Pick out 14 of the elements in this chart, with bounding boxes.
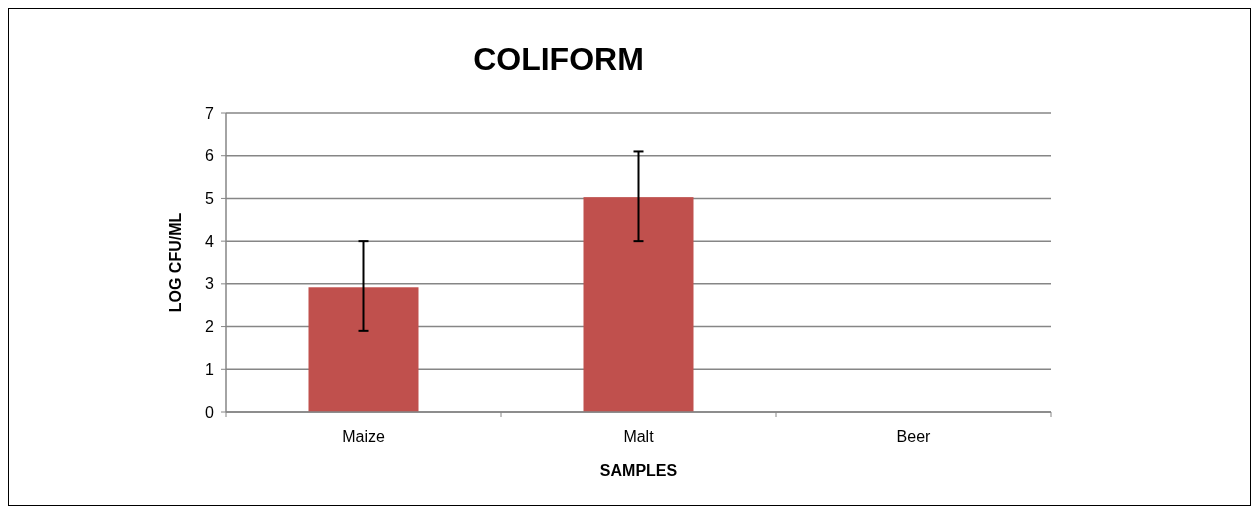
y-tick-label: 1: [205, 360, 215, 378]
y-tick-label: 2: [205, 318, 215, 336]
y-tick-label: 7: [205, 104, 215, 122]
y-tick-label: 4: [205, 232, 215, 250]
x-axis-title: SAMPLES: [599, 462, 678, 479]
x-tick-label: Beer: [896, 428, 932, 445]
y-tick-label: 6: [205, 147, 215, 165]
chart-title: COLIFORM: [473, 41, 644, 77]
y-tick-label: 3: [205, 275, 215, 293]
x-tick-label: Maize: [342, 428, 385, 445]
y-tick-label: 0: [205, 403, 215, 421]
y-axis-title: LOG CFU/ML: [167, 212, 184, 313]
y-tick-label: 5: [205, 190, 215, 208]
x-tick-label: Malt: [623, 428, 655, 445]
